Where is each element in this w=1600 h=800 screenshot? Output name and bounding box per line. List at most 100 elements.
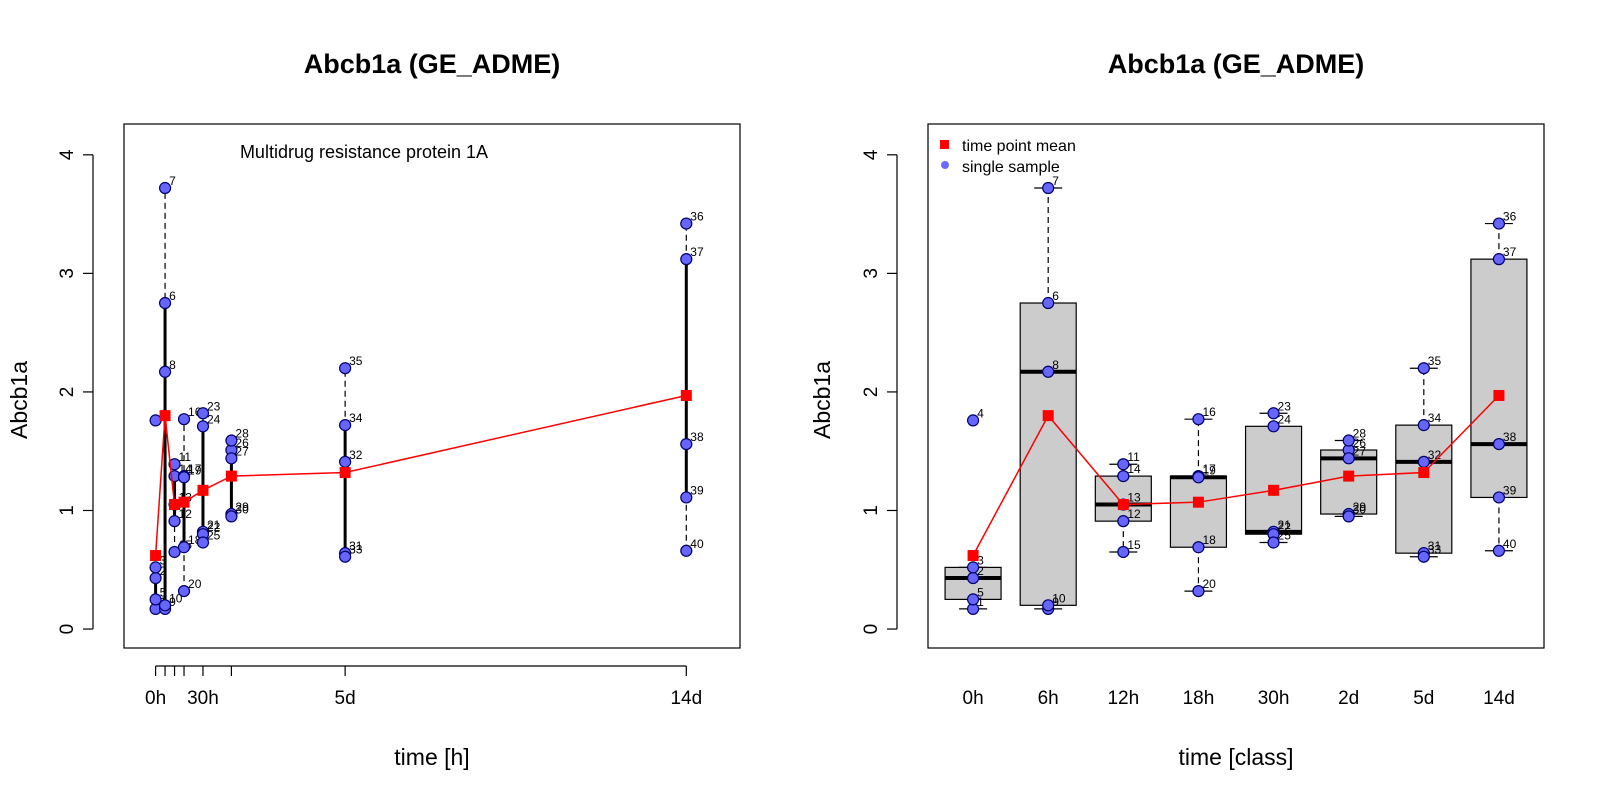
right-sample-point xyxy=(966,561,980,574)
right-sample-label: 29 xyxy=(1353,500,1367,514)
right-y-tick-label: 4 xyxy=(861,149,882,160)
left-sample-label: 33 xyxy=(349,543,363,557)
right-sample-point xyxy=(1267,407,1280,420)
right-sample-label: 14 xyxy=(1127,462,1141,476)
left-sample-label: 30 xyxy=(235,502,249,516)
right-sample-label: 28 xyxy=(1353,427,1367,441)
right-sample-label: 8 xyxy=(1052,358,1059,372)
right-sample-label: 38 xyxy=(1503,430,1517,444)
left-plot-frame xyxy=(123,123,741,649)
left-sample-label: 12 xyxy=(179,507,193,521)
left-sample-label: 29 xyxy=(235,500,249,514)
right-sample-label: 23 xyxy=(1278,399,1292,413)
left-sample-point xyxy=(196,536,210,549)
left-mean-marker xyxy=(150,550,162,562)
right-x-axis-label: time [class] xyxy=(1178,744,1293,770)
right-mean-marker xyxy=(1418,467,1430,479)
right-mean-marker xyxy=(1493,389,1505,401)
right-sample-label: 9 xyxy=(1052,595,1059,609)
right-y-tick-label: 3 xyxy=(861,268,882,279)
left-sample-label: 5 xyxy=(160,585,167,599)
left-sample-label: 27 xyxy=(235,444,249,458)
left-sample-point xyxy=(680,253,693,266)
right-y-tick-label: 2 xyxy=(861,387,882,398)
right-sample-label: 1 xyxy=(977,595,984,609)
right-sample-point xyxy=(1117,515,1130,528)
left-sample-label: 37 xyxy=(690,245,704,259)
left-mean-marker xyxy=(225,470,237,482)
right-sample-point xyxy=(1417,550,1430,563)
right-sample-point xyxy=(1042,599,1055,612)
right-plot-frame xyxy=(927,123,1545,649)
left-mean-marker xyxy=(197,484,209,496)
left-mean-marker xyxy=(178,496,190,508)
right-x-tick-label: 30h xyxy=(1258,688,1290,709)
right-sample-point xyxy=(1492,491,1506,504)
right-sample-label: 31 xyxy=(1428,539,1442,553)
right-sample-point xyxy=(966,593,980,606)
right-y-tick-label: 0 xyxy=(861,624,882,635)
legend-sample-label: single sample xyxy=(962,159,1060,176)
right-sample-label: 30 xyxy=(1353,502,1367,516)
left-sample-label: 7 xyxy=(169,174,176,188)
left-mean-line xyxy=(154,394,687,556)
right-sample-point xyxy=(1492,217,1506,230)
left-sample-point xyxy=(177,413,191,426)
left-sample-label: 8 xyxy=(169,358,176,372)
right-sample-label: 12 xyxy=(1127,507,1141,521)
left-sample-label: 19 xyxy=(188,463,202,477)
left-sample-point xyxy=(168,458,181,471)
right-sample-label: 39 xyxy=(1503,483,1517,497)
left-x-tick-label: 5d xyxy=(335,688,356,709)
left-sample-label: 21 xyxy=(207,518,221,532)
left-mean-marker xyxy=(339,467,351,479)
left-sample-label: 35 xyxy=(349,354,363,368)
right-sample-label: 27 xyxy=(1353,444,1367,458)
left-sample-label: 36 xyxy=(690,210,704,224)
right-sample-label: 10 xyxy=(1052,591,1066,605)
right-sample-label: 35 xyxy=(1428,354,1442,368)
right-sample-point xyxy=(1342,452,1355,465)
right-sample-point xyxy=(1192,584,1205,598)
right-sample-label: 34 xyxy=(1428,411,1442,425)
left-sample-point xyxy=(149,561,162,574)
legend-sample-marker xyxy=(941,161,949,169)
left-sample-point xyxy=(149,593,162,606)
right-sample-label: 36 xyxy=(1503,210,1517,224)
right-sample-label: 6 xyxy=(1052,289,1059,303)
right-sample-label: 40 xyxy=(1503,537,1517,551)
right-sample-label: 4 xyxy=(977,406,984,420)
right-sample-label: 17 xyxy=(1202,462,1216,476)
right-sample-label: 22 xyxy=(1278,520,1292,534)
right-box xyxy=(1395,424,1453,554)
left-sample-point xyxy=(196,407,210,420)
left-chart-annotation: Multidrug resistance protein 1A xyxy=(240,142,488,162)
left-y-axis-label: Abcb1a xyxy=(6,361,32,439)
right-x-tick-label: 6h xyxy=(1038,688,1059,709)
left-chart-title: Abcb1a (GE_ADME) xyxy=(304,49,561,79)
left-sample-point xyxy=(339,362,352,375)
left-sample-label: 2 xyxy=(160,564,167,578)
right-sample-point xyxy=(1492,253,1506,266)
left-sample-label: 26 xyxy=(235,436,249,450)
legend-mean-label: time point mean xyxy=(962,138,1076,155)
left-sample-label: 17 xyxy=(188,462,202,476)
right-mean-marker xyxy=(1268,484,1280,496)
right-x-tick-label: 12h xyxy=(1107,688,1139,709)
right-sample-point xyxy=(1042,181,1055,195)
right-sample-label: 33 xyxy=(1428,543,1442,557)
left-sample-label: 3 xyxy=(160,553,167,567)
legend: time point mean single sample xyxy=(940,138,1076,176)
right-mean-marker xyxy=(1192,496,1204,508)
right-sample-label: 20 xyxy=(1202,577,1216,591)
left-sample-point xyxy=(177,541,191,554)
right-sample-point xyxy=(1417,362,1430,375)
legend-mean-marker xyxy=(940,140,949,149)
right-sample-point xyxy=(1492,544,1506,557)
left-mean-marker xyxy=(169,499,181,511)
left-sample-point xyxy=(680,544,693,557)
right-x-tick-label: 5d xyxy=(1413,688,1434,709)
right-sample-label: 18 xyxy=(1202,533,1216,547)
right-box xyxy=(1470,258,1528,499)
